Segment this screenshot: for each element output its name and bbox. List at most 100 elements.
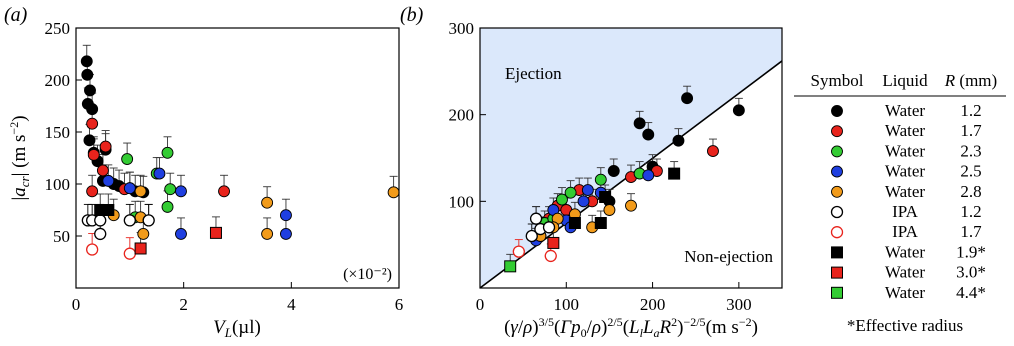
legend-symbol — [831, 145, 843, 158]
legend-row: Water 2.8 — [831, 182, 982, 201]
data-point-a-0-0 — [80, 55, 93, 68]
legend-symbol — [831, 165, 843, 178]
data-point-b-3-4 — [581, 184, 594, 197]
legend-liquid: Water — [885, 141, 925, 160]
legend-row: Water 1.9* — [831, 242, 986, 261]
data-point-a-5-4 — [142, 214, 155, 227]
data-point-b-2-4 — [594, 173, 607, 186]
legend-liquid: Water — [885, 121, 925, 140]
data-point-a-3-6 — [280, 227, 292, 240]
data-point-a-1-3 — [99, 140, 112, 153]
data-point-a-5-3 — [123, 214, 136, 227]
legend-header-liquid: Liquid — [882, 71, 928, 90]
legend-radius: 1.9* — [956, 242, 986, 261]
x-axis-label-a: VL(µl) — [213, 317, 261, 340]
data-point-a-6-1 — [123, 247, 136, 260]
legend-radius: 3.0* — [956, 263, 986, 282]
data-point-b-0-5 — [672, 134, 685, 147]
legend-symbol — [831, 125, 843, 138]
data-point-b-8-0 — [547, 236, 560, 249]
legend-liquid: Water — [885, 283, 925, 302]
panel-a-ticks: 0 2 4 6 50 100 150 200 250 — [45, 19, 404, 314]
legend-row: Water 3.0* — [831, 263, 986, 282]
data-point-a-8-0 — [134, 242, 147, 255]
data-point-a-0-3 — [84, 84, 96, 97]
y-tick-label-a-1: 100 — [45, 175, 71, 194]
data-point-a-8-1 — [209, 226, 222, 239]
data-point-b-9-0 — [504, 260, 517, 273]
legend-symbol — [831, 246, 843, 259]
legend-liquid: Water — [885, 182, 925, 201]
data-point-b-0-3 — [642, 128, 655, 141]
data-point-a-3-3 — [175, 185, 187, 198]
chart-panel-b: (b) Ejection Non-ejection 0 100 200 300 100 2… — [400, 4, 783, 340]
data-point-a-4-5 — [261, 196, 274, 209]
legend-symbol — [831, 266, 843, 279]
data-point-a-1-1 — [87, 148, 100, 161]
legend-row: Water 2.3 — [831, 141, 982, 160]
legend-row: Water 4.4* — [831, 283, 986, 302]
panel-label-b: (b) — [400, 4, 424, 26]
x-tick-label-b-3: 300 — [726, 295, 752, 314]
legend-radius: 1.2 — [960, 101, 981, 120]
x-tick-label-a-3: 6 — [395, 295, 404, 314]
legend-liquid: Water — [885, 263, 925, 282]
legend-symbol — [831, 105, 843, 117]
legend-radius: 1.7 — [960, 222, 982, 241]
y-tick-label-b-1: 200 — [449, 106, 475, 125]
legend-radius: 2.8 — [960, 182, 981, 201]
data-point-b-4-5 — [625, 199, 637, 212]
data-point-a-3-1 — [123, 182, 136, 195]
data-point-a-3-0 — [102, 174, 115, 187]
data-point-b-7-3 — [668, 167, 681, 180]
data-point-a-5-2 — [94, 214, 107, 227]
legend-radius: 2.3 — [960, 141, 981, 160]
legend-row: IPA 1.7 — [830, 222, 982, 241]
legend-rows: Water 1.2 Water 1.7 Water 2.3 Water 2.5 Water 2.8… — [830, 101, 986, 302]
x-tick-label-a-0: 0 — [72, 295, 81, 314]
data-point-a-2-2 — [161, 146, 174, 159]
legend-symbol — [830, 205, 844, 219]
data-point-b-0-6 — [681, 92, 694, 105]
data-point-a-2-0 — [121, 153, 134, 165]
panel-b-marks — [504, 85, 745, 273]
data-point-a-2-3 — [164, 183, 177, 196]
legend-symbol — [831, 185, 843, 198]
data-point-b-3-3 — [577, 195, 590, 208]
legend-radius: 1.7 — [960, 121, 982, 140]
data-point-b-2-3 — [564, 186, 577, 199]
x-tick-label-b-1: 100 — [554, 295, 580, 314]
data-point-a-2-4 — [161, 200, 174, 213]
data-point-b-7-0 — [568, 217, 581, 229]
data-point-a-0-4 — [86, 103, 99, 116]
panel-a-frame — [75, 27, 400, 289]
legend-liquid: Water — [885, 242, 925, 261]
region-label-non-ejection: Non-ejection — [684, 247, 773, 266]
y-tick-label-a-3: 200 — [45, 71, 71, 90]
data-point-b-0-1 — [607, 165, 620, 177]
data-point-a-4-1 — [134, 185, 147, 198]
legend-liquid: IPA — [892, 222, 919, 241]
data-point-a-0-5 — [83, 134, 96, 147]
legend-row: IPA 1.2 — [830, 202, 982, 221]
panel-b-frame — [479, 27, 783, 289]
y-tick-label-a-2: 150 — [45, 123, 71, 142]
x-tick-label-a-1: 2 — [179, 295, 188, 314]
data-point-b-5-3 — [542, 221, 556, 234]
chart-panel-a: (a) 0 2 4 6 50 100 150 200 250 (×10⁻²) VL(µl) |a… — [4, 4, 403, 340]
data-point-b-5-1 — [529, 212, 543, 225]
data-point-a-3-2 — [153, 167, 166, 180]
data-point-a-5-5 — [94, 227, 107, 241]
data-point-b-6-1 — [544, 249, 557, 263]
data-point-b-1-7 — [707, 145, 719, 158]
data-point-b-7-1 — [594, 217, 607, 229]
legend-header-symbol: Symbol — [811, 71, 864, 90]
x-tick-label-b-0: 0 — [476, 295, 485, 314]
data-point-a-1-4 — [86, 185, 99, 198]
data-point-a-3-5 — [280, 209, 292, 222]
data-point-a-6-0 — [86, 243, 99, 256]
y-axis-label-a: |acr| (m s−2) — [7, 115, 32, 200]
data-point-b-0-7 — [732, 104, 745, 117]
data-point-b-2-2 — [556, 193, 568, 206]
